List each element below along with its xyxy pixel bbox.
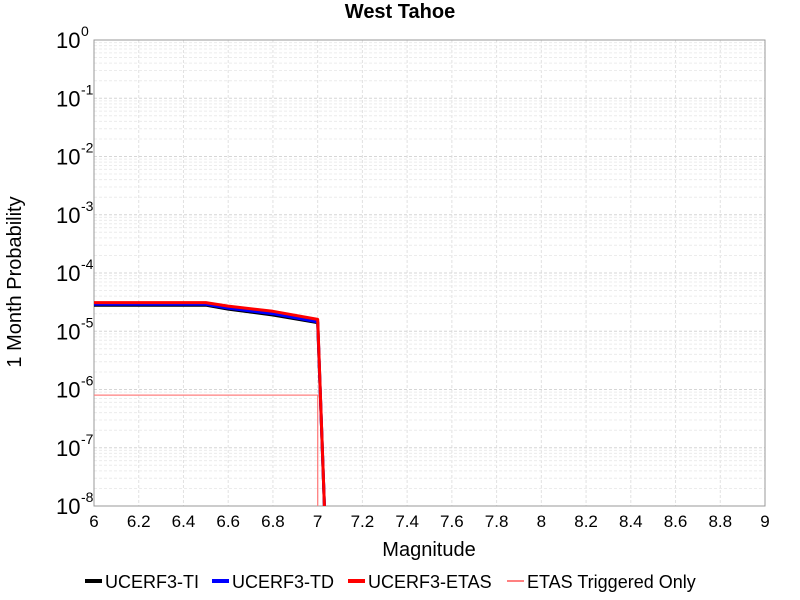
y-tick-exponent: -4 <box>81 256 94 272</box>
x-tick-labels: 6 6.2 6.4 6.6 6.8 7 7.2 7.4 7.6 7.8 8 8.2 8.4 8.6 8.8 9 <box>89 512 769 531</box>
x-tick-label: 6.4 <box>172 512 196 531</box>
y-tick-label: 10 <box>56 494 80 519</box>
legend-label: UCERF3-ETAS <box>368 572 492 592</box>
y-tick-exponent: -6 <box>81 373 94 389</box>
x-tick-label: 7.8 <box>485 512 509 531</box>
x-tick-label: 6 <box>89 512 98 531</box>
series-line <box>94 301 326 507</box>
x-tick-label: 7.4 <box>395 512 419 531</box>
y-tick-label: 10 <box>56 145 80 170</box>
y-tick-exponent: -2 <box>81 140 94 156</box>
series-line <box>94 394 319 506</box>
y-tick-label: 10 <box>56 28 80 53</box>
y-tick-exponent: -7 <box>81 431 94 447</box>
grid <box>93 40 766 507</box>
legend-label: UCERF3-TD <box>232 572 334 592</box>
y-tick-exponent: 0 <box>81 23 89 39</box>
x-tick-label: 8.4 <box>619 512 643 531</box>
series-line <box>94 302 326 507</box>
x-axis-label: Magnitude <box>382 539 475 561</box>
y-tick-label: 10 <box>56 86 80 111</box>
y-tick-label: 10 <box>56 203 80 228</box>
x-tick-label: 8.2 <box>574 512 598 531</box>
x-tick-label: 7.2 <box>351 512 375 531</box>
y-tick-exponent: -5 <box>81 314 94 330</box>
x-tick-label: 7 <box>313 512 322 531</box>
y-tick-label: 10 <box>56 261 80 286</box>
y-tick-exponent: -1 <box>81 81 94 97</box>
y-tick-exponent: -8 <box>81 489 94 505</box>
x-tick-label: 6.6 <box>216 512 240 531</box>
x-tick-label: 8.6 <box>664 512 688 531</box>
legend: UCERF3-TI UCERF3-TD UCERF3-ETAS ETAS Trigge… <box>85 572 696 592</box>
x-tick-label: 8.8 <box>708 512 732 531</box>
y-axis-label: 1 Month Probability <box>4 196 26 367</box>
legend-label: UCERF3-TI <box>105 572 199 592</box>
x-tick-label: 9 <box>760 512 769 531</box>
x-tick-label: 7.6 <box>440 512 464 531</box>
y-tick-label: 10 <box>56 319 80 344</box>
x-tick-label: 6.8 <box>261 512 285 531</box>
y-tick-exponent: -3 <box>81 198 94 214</box>
x-tick-label: 6.2 <box>127 512 151 531</box>
chart-title: West Tahoe <box>345 1 455 23</box>
series-line <box>94 303 326 507</box>
plot-frame <box>93 39 766 507</box>
y-tick-label: 10 <box>56 378 80 403</box>
series-layer <box>94 301 326 507</box>
y-tick-label: 10 <box>56 436 80 461</box>
x-tick-label: 8 <box>537 512 546 531</box>
legend-label: ETAS Triggered Only <box>527 572 696 592</box>
